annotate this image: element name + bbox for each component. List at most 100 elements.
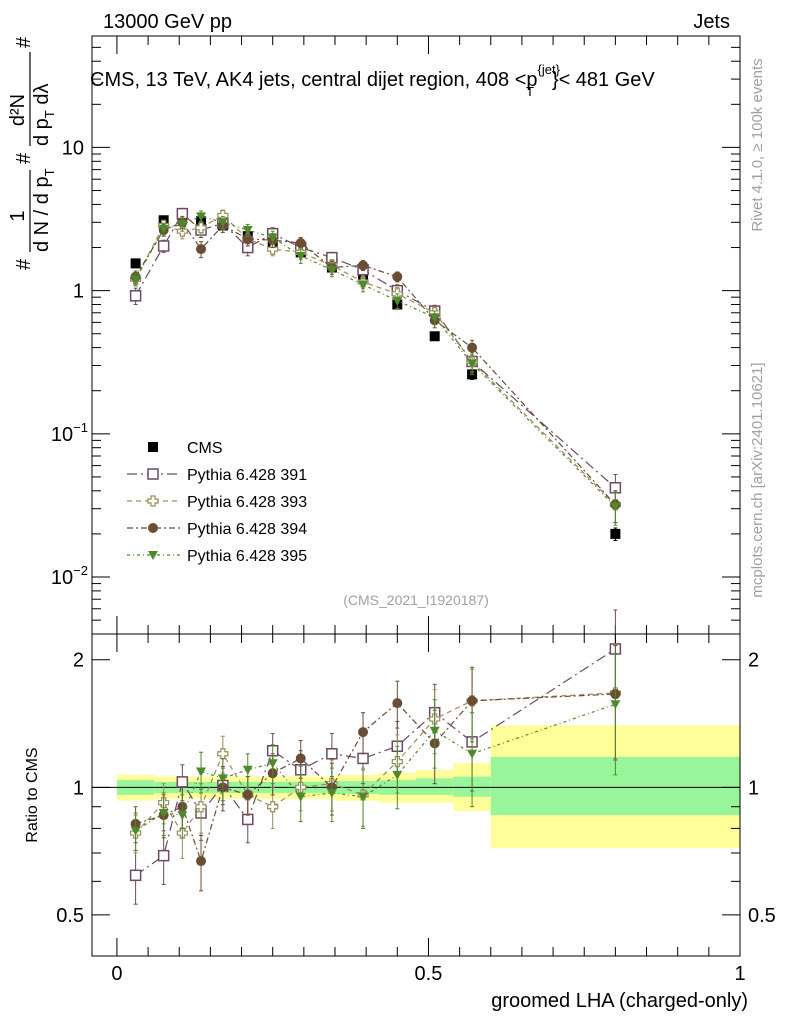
- header-right: Jets: [693, 11, 730, 33]
- ratio-point: [429, 726, 440, 736]
- main-series-line: [135, 212, 616, 489]
- main-ylabel: # 1 d N / d pT # d²N d pT dλ #: [7, 36, 57, 270]
- svg-text:#: #: [13, 36, 35, 48]
- main-y-tick-exp: −1: [73, 420, 88, 435]
- main-point: [267, 233, 278, 243]
- main-point: [177, 220, 188, 230]
- main-point: [610, 502, 621, 512]
- main-point: [295, 238, 306, 249]
- ratio-point: [176, 776, 189, 788]
- main-point: [392, 296, 403, 306]
- ratio-ylabel: Ratio to CMS: [24, 747, 41, 842]
- ratio-series-3: [130, 652, 621, 851]
- svg-text:1: 1: [7, 210, 29, 221]
- ratio-series-layer: [129, 609, 622, 905]
- header-left: 13000 GeV pp: [103, 11, 232, 33]
- main-point: [429, 313, 440, 323]
- main-point: [358, 260, 369, 271]
- main-series-line: [135, 221, 616, 506]
- ratio-point: [358, 792, 369, 802]
- ratio-point: [392, 770, 403, 780]
- main-series-4: [130, 210, 621, 526]
- ratio-point: [467, 695, 478, 706]
- main-point: [129, 290, 142, 302]
- svg-text:d pT dλ: d pT dλ: [31, 84, 57, 146]
- main-point: [467, 359, 478, 369]
- ratio-series-line: [135, 693, 616, 864]
- ratio-point: [295, 753, 306, 764]
- legend-entry: Pythia 6.428 391: [187, 467, 307, 484]
- main-y-tick-base: 10: [51, 424, 73, 446]
- ratio-panel-frame: [91, 633, 741, 957]
- ratio-ticks: 0.5 0.5 1 1 2 2 0 0.5 1: [56, 634, 776, 985]
- legend-entry: CMS: [187, 440, 223, 457]
- main-point: [242, 226, 253, 236]
- legend: CMS Pythia 6.428 391 Pythia 6.428 393 Pythi…: [127, 440, 307, 565]
- legend-marker: [147, 468, 159, 480]
- main-series-line: [135, 215, 616, 508]
- main-series-line: [135, 214, 616, 506]
- ratio-point: [242, 789, 253, 800]
- main-point: [130, 258, 141, 269]
- main-y-tick-label: 1: [73, 281, 84, 303]
- main-y-tick-label: 10−2: [51, 563, 88, 589]
- ratio-point: [242, 765, 253, 775]
- main-point: [217, 218, 228, 228]
- ratio-point: [326, 748, 338, 760]
- ratio-point: [358, 727, 369, 738]
- legend-marker: [147, 495, 159, 507]
- ratio-y-tick-label-right: 1: [748, 777, 759, 799]
- main-panel-frame: [91, 35, 741, 635]
- legend-marker: [148, 551, 158, 560]
- main-y-tick-exp: −2: [73, 563, 88, 578]
- legend-entry: Pythia 6.428 395: [187, 548, 307, 565]
- main-point: [195, 222, 207, 234]
- svg-text:d²N: d²N: [7, 94, 29, 126]
- x-axis-label: groomed LHA (charged-only): [491, 990, 748, 1012]
- legend-entry: Pythia 6.428 394: [187, 521, 307, 538]
- main-point: [196, 212, 207, 222]
- main-point: [429, 331, 440, 342]
- ratio-point: [326, 788, 337, 798]
- x-tick-label: 0: [111, 963, 122, 985]
- svg-text:#: #: [13, 258, 35, 270]
- ratio-point: [267, 759, 278, 769]
- legend-entry: Pythia 6.428 393: [187, 494, 307, 511]
- svg-text:d N / d pT: d N / d pT: [31, 168, 57, 252]
- main-point: [158, 224, 169, 234]
- main-point: [467, 342, 478, 353]
- ratio-point: [129, 869, 142, 882]
- main-title: CMS, 13 TeV, AK4 jets, central dijet reg…: [90, 62, 655, 99]
- ratio-point: [610, 700, 621, 710]
- ratio-y-tick-label-left: 2: [73, 650, 84, 672]
- ratio-point: [217, 748, 229, 760]
- ratio-y-tick-label-left: 1: [73, 777, 84, 799]
- ratio-point: [130, 826, 141, 836]
- main-point: [196, 244, 207, 255]
- main-point: [326, 265, 337, 275]
- main-point: [392, 271, 403, 282]
- main-point: [242, 233, 253, 244]
- ratio-band-green: [416, 778, 454, 795]
- legend-marker: [148, 442, 158, 452]
- ratio-y-tick-label-right: 0.5: [748, 905, 776, 927]
- main-series-0: [130, 210, 621, 541]
- main-point: [358, 280, 369, 290]
- ratio-point: [357, 752, 369, 765]
- rivet-version-label: Rivet 4.1.0, ≥ 100k events: [749, 58, 766, 231]
- ratio-point: [467, 749, 478, 759]
- ratio-point: [392, 698, 403, 709]
- main-point: [130, 275, 141, 285]
- ratio-point: [295, 792, 306, 802]
- legend-marker: [148, 523, 158, 533]
- ratio-point: [217, 774, 228, 784]
- main-point: [295, 251, 306, 261]
- main-series-layer: [129, 207, 622, 541]
- ratio-y-tick-label-right: 2: [748, 650, 759, 672]
- x-tick-label: 0.5: [415, 963, 443, 985]
- ratio-series-line: [135, 703, 616, 832]
- ratio-point: [195, 801, 207, 813]
- svg-text:#: #: [13, 152, 35, 164]
- main-y-tick-label: 10: [62, 137, 84, 159]
